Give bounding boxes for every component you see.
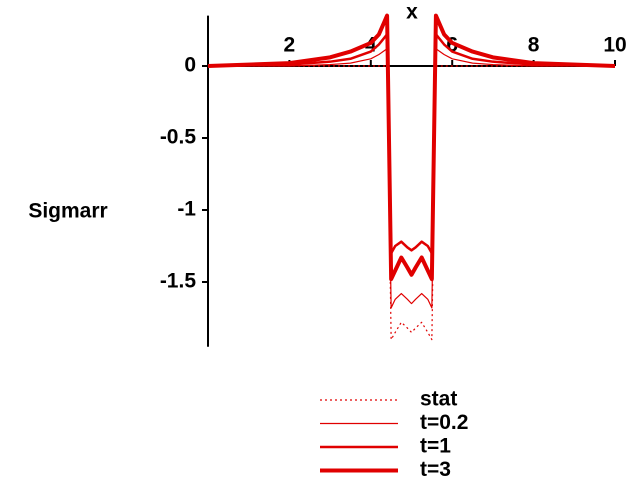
x-tick-label: 2	[284, 34, 296, 57]
series-line	[208, 48, 615, 309]
y-tick-label: -1.5	[160, 270, 197, 293]
legend-label: t=0.2	[420, 411, 468, 434]
series-line	[207, 13, 616, 282]
y-tick-label: -0.5	[160, 126, 197, 149]
y-axis-label: Sigmarr	[28, 200, 107, 223]
series-line	[207, 33, 616, 255]
series-line	[208, 65, 615, 341]
y-tick-label: -1	[177, 198, 196, 221]
legend-label: stat	[420, 388, 457, 411]
y-tick-label: 0	[184, 54, 196, 77]
legend-label: t=1	[420, 435, 451, 458]
legend-label: t=3	[420, 458, 451, 481]
x-axis-label: x	[406, 1, 418, 24]
x-tick-label: 10	[603, 34, 626, 57]
x-tick-label: 8	[528, 34, 540, 57]
